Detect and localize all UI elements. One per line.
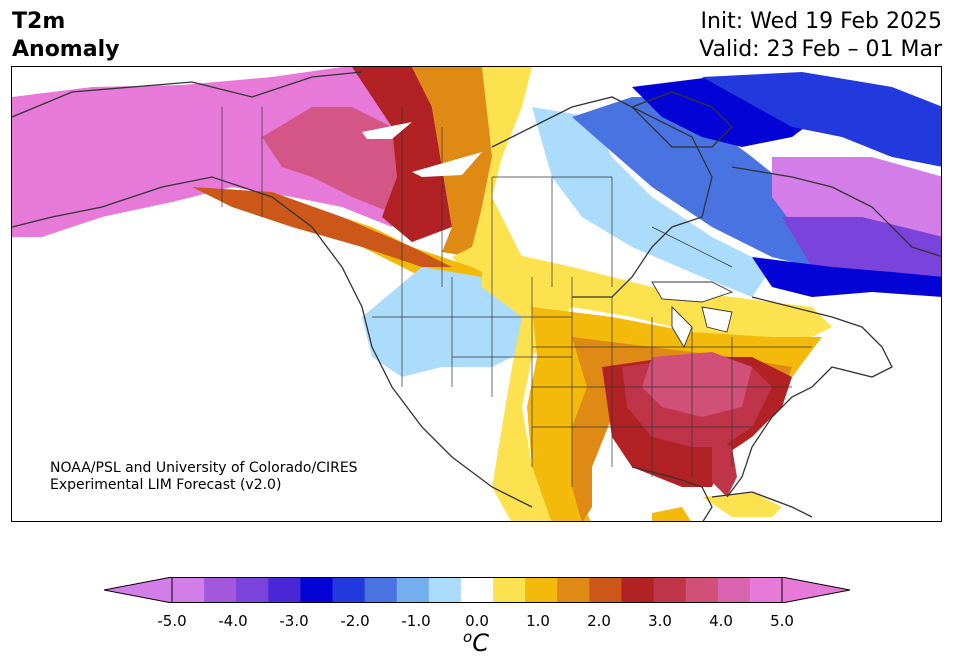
great-lakes — [651, 281, 734, 349]
credit-text: NOAA/PSL and University of Colorado/CIRE… — [50, 460, 358, 494]
colorbar-ticks: -5.0 -4.0 -3.0 -2.0 -1.0 0.0 1.0 2.0 3.0 4.0 5.0 — [0, 612, 954, 632]
chart-title: T2m Anomaly — [12, 8, 119, 64]
colorbar-swatch — [332, 577, 366, 603]
colorbar-tick-label: 2.0 — [587, 612, 611, 630]
coastlines — [12, 71, 941, 521]
colorbar-swatch — [204, 577, 237, 603]
colorbar-swatch — [589, 577, 622, 603]
anomaly-cuba — [702, 492, 782, 517]
init-date: Init: Wed 19 Feb 2025 — [700, 9, 942, 34]
no-data-streak-2 — [412, 152, 482, 177]
colorbar-unit: oC — [463, 628, 489, 657]
colorbar-swatch — [685, 577, 719, 603]
unit-degree: o — [463, 628, 473, 646]
state-borders — [221, 107, 812, 487]
colorbar-swatch — [268, 577, 301, 603]
colorbar-swatch — [557, 577, 590, 603]
colorbar-tick-label: 5.0 — [770, 612, 794, 630]
colorbar-swatch — [300, 577, 334, 603]
colorbar-tick-label: -5.0 — [157, 612, 187, 630]
anomaly-cancan-blue — [572, 97, 842, 267]
anomaly-east-canada-blue — [752, 257, 941, 297]
colorbar-swatch — [749, 577, 783, 603]
credit-line-1: NOAA/PSL and University of Colorado/CIRE… — [50, 460, 358, 476]
credit-line-2: Experimental LIM Forecast (v2.0) — [50, 477, 282, 493]
colorbar-swatch — [621, 577, 655, 603]
colorbar-tick-label: -3.0 — [279, 612, 309, 630]
no-data-streak — [362, 122, 412, 139]
colorbar-tick-label: 1.0 — [526, 612, 550, 630]
colorbar — [104, 577, 850, 603]
forecast-dates: Init: Wed 19 Feb 2025 Valid: 23 Feb – 01… — [699, 8, 942, 64]
colorbar-swatch — [525, 577, 558, 603]
anomaly-cancan-lightblue — [532, 107, 772, 297]
colorbar-swatch — [396, 577, 430, 603]
colorbar-swatch — [460, 577, 494, 603]
colorbar-tick-label: 0.0 — [465, 612, 489, 630]
colorbar-swatch — [717, 577, 751, 603]
map-canvas — [12, 67, 941, 521]
colorbar-tick-label: -2.0 — [340, 612, 370, 630]
colorbar-swatch — [172, 577, 205, 603]
anomaly-map: NOAA/PSL and University of Colorado/CIRE… — [11, 66, 942, 522]
title-line-1: T2m — [12, 9, 66, 34]
anomaly-west-us-blue — [362, 267, 532, 377]
colorbar-swatch — [493, 577, 526, 603]
colorbar-extend-low — [104, 577, 173, 603]
anomaly-wcan-yellow1 — [452, 67, 572, 302]
colorbar-tick-label: 4.0 — [709, 612, 733, 630]
colorbar-swatch — [653, 577, 687, 603]
colorbar-swatch — [428, 577, 462, 603]
anomaly-florida — [712, 437, 737, 497]
colorbar-frame — [171, 577, 783, 603]
colorbar-tick-label: -1.0 — [401, 612, 431, 630]
anomaly-se-pink — [642, 352, 752, 417]
colorbar-swatch — [364, 577, 398, 603]
anomaly-gulf-gold — [652, 507, 691, 521]
anomaly-coast-orange — [192, 187, 452, 267]
colorbar-swatch — [236, 577, 269, 603]
colorbar-tick-label: -4.0 — [218, 612, 248, 630]
colorbar-extend-high — [781, 577, 850, 603]
valid-dates: Valid: 23 Feb – 01 Mar — [699, 37, 942, 62]
anomaly-labrador-blue — [702, 72, 941, 167]
anomaly-central-yellow — [482, 247, 832, 521]
title-line-2: Anomaly — [12, 37, 120, 62]
colorbar-tick-label: 3.0 — [648, 612, 672, 630]
unit-label: C — [472, 629, 489, 657]
